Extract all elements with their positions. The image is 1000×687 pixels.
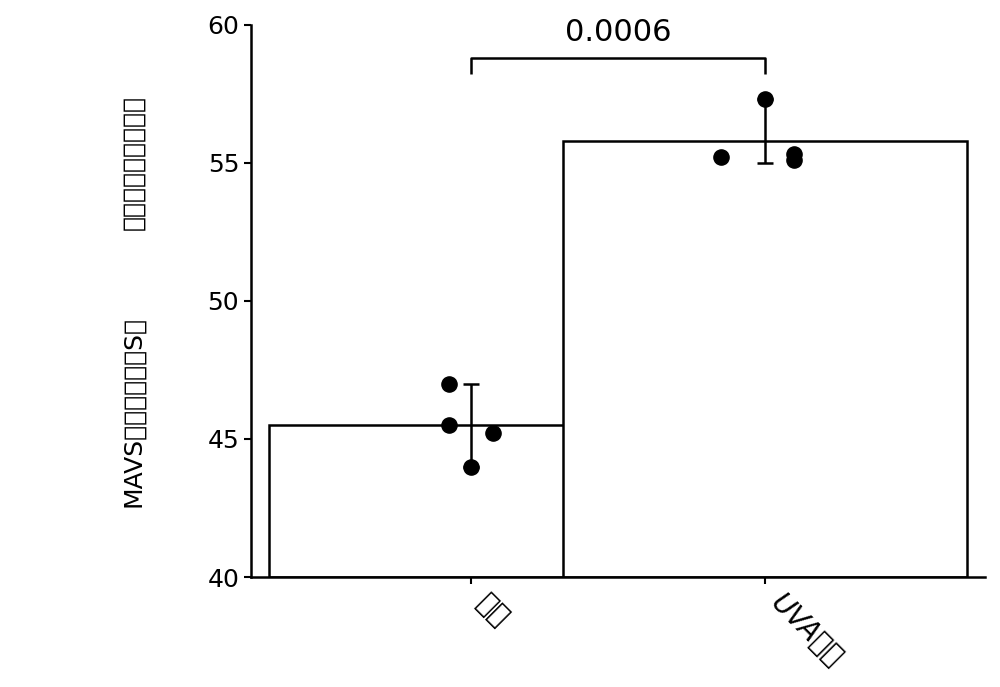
Point bbox=[463, 461, 479, 472]
Point bbox=[786, 149, 802, 160]
Text: 通过总螓白归一化的: 通过总螓白归一化的 bbox=[122, 95, 146, 230]
Text: 0.0006: 0.0006 bbox=[565, 18, 671, 47]
Bar bbox=[269, 425, 673, 577]
Point bbox=[441, 378, 457, 389]
Bar bbox=[563, 141, 967, 577]
Point bbox=[485, 428, 501, 439]
Point bbox=[786, 155, 802, 166]
Point bbox=[441, 420, 457, 431]
Text: MAVS强度（丽春红S）: MAVS强度（丽春红S） bbox=[122, 316, 146, 507]
Point bbox=[757, 93, 773, 104]
Point bbox=[713, 152, 729, 163]
